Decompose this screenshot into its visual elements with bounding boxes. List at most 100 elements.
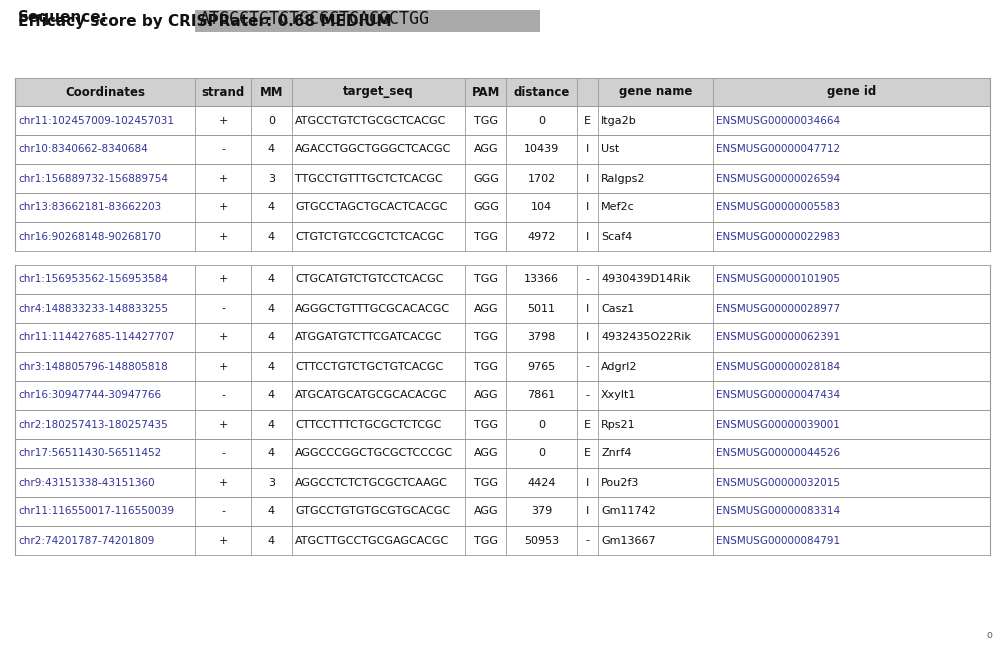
Text: 9765: 9765 [527, 362, 556, 371]
FancyBboxPatch shape [15, 294, 990, 323]
Text: ENSMUSG00000005583: ENSMUSG00000005583 [716, 202, 840, 213]
Text: +: + [218, 231, 228, 242]
Text: TGG: TGG [474, 419, 498, 430]
Text: gene id: gene id [827, 86, 876, 98]
Text: 4: 4 [268, 145, 275, 154]
Text: 3: 3 [268, 174, 275, 183]
Text: ATGCCTGTCTGCGCTCACGCTGG: ATGCCTGTCTGCGCTCACGCTGG [200, 10, 430, 28]
Text: AGG: AGG [474, 507, 498, 516]
Text: 5011: 5011 [527, 303, 555, 314]
Text: strand: strand [202, 86, 245, 98]
Text: +: + [218, 332, 228, 343]
Text: ENSMUSG00000034664: ENSMUSG00000034664 [716, 115, 840, 126]
Text: E: E [584, 115, 591, 126]
Text: GGG: GGG [473, 202, 499, 213]
Text: ENSMUSG00000084791: ENSMUSG00000084791 [716, 535, 840, 546]
Text: 1702: 1702 [527, 174, 556, 183]
Text: Scaf4: Scaf4 [601, 231, 632, 242]
Text: -: - [221, 391, 225, 400]
Text: +: + [218, 362, 228, 371]
Text: ENSMUSG00000101905: ENSMUSG00000101905 [716, 275, 840, 284]
Text: Gm13667: Gm13667 [601, 535, 656, 546]
Text: chr11:102457009-102457031: chr11:102457009-102457031 [18, 115, 174, 126]
Text: Xxylt1: Xxylt1 [601, 391, 636, 400]
Text: gene name: gene name [619, 86, 692, 98]
Text: I: I [586, 507, 589, 516]
Text: AGG: AGG [474, 391, 498, 400]
Text: E: E [584, 448, 591, 459]
FancyBboxPatch shape [15, 526, 990, 555]
Text: AGG: AGG [474, 448, 498, 459]
Text: I: I [586, 145, 589, 154]
Text: o: o [986, 630, 992, 640]
Text: Itga2b: Itga2b [601, 115, 637, 126]
Text: CTGCATGTCTGTCCTCACGC: CTGCATGTCTGTCCTCACGC [295, 275, 443, 284]
Text: TGG: TGG [474, 362, 498, 371]
Text: AGACCTGGCTGGGCTCACGC: AGACCTGGCTGGGCTCACGC [295, 145, 451, 154]
Text: -: - [585, 391, 589, 400]
Text: 13366: 13366 [524, 275, 559, 284]
Text: Gm11742: Gm11742 [601, 507, 656, 516]
FancyBboxPatch shape [15, 323, 990, 352]
Text: ATGGATGTCTTCGATCACGC: ATGGATGTCTTCGATCACGC [295, 332, 442, 343]
Text: +: + [218, 202, 228, 213]
Text: TGG: TGG [474, 332, 498, 343]
Text: AGG: AGG [474, 303, 498, 314]
Text: 4: 4 [268, 391, 275, 400]
Text: CTTCCTGTCTGCTGTCACGC: CTTCCTGTCTGCTGTCACGC [295, 362, 443, 371]
Text: Znrf4: Znrf4 [601, 448, 632, 459]
Text: -: - [221, 448, 225, 459]
Text: 0: 0 [538, 115, 545, 126]
Text: ENSMUSG00000062391: ENSMUSG00000062391 [716, 332, 840, 343]
Text: AGG: AGG [474, 145, 498, 154]
Text: 4972: 4972 [527, 231, 556, 242]
Text: Adgrl2: Adgrl2 [601, 362, 638, 371]
Text: ENSMUSG00000047434: ENSMUSG00000047434 [716, 391, 840, 400]
Text: 50953: 50953 [524, 535, 559, 546]
Text: 4: 4 [268, 507, 275, 516]
Text: TGG: TGG [474, 478, 498, 487]
Text: Sequence:: Sequence: [18, 10, 108, 25]
Text: GGG: GGG [473, 174, 499, 183]
Text: 3798: 3798 [527, 332, 556, 343]
Text: chr17:56511430-56511452: chr17:56511430-56511452 [18, 448, 161, 459]
Text: -: - [221, 507, 225, 516]
Text: 7861: 7861 [527, 391, 556, 400]
Text: ATGCATGCATGCGCACACGC: ATGCATGCATGCGCACACGC [295, 391, 448, 400]
Text: chr16:30947744-30947766: chr16:30947744-30947766 [18, 391, 161, 400]
Text: 3: 3 [268, 478, 275, 487]
Text: 4932435O22Rik: 4932435O22Rik [601, 332, 691, 343]
Text: AGGCCTCTCTGCGCTCAAGC: AGGCCTCTCTGCGCTCAAGC [295, 478, 448, 487]
Text: +: + [218, 535, 228, 546]
Text: 4: 4 [268, 535, 275, 546]
Text: ENSMUSG00000022983: ENSMUSG00000022983 [716, 231, 840, 242]
Text: ENSMUSG00000026594: ENSMUSG00000026594 [716, 174, 840, 183]
Text: TGG: TGG [474, 535, 498, 546]
Text: chr16:90268148-90268170: chr16:90268148-90268170 [18, 231, 161, 242]
Text: TGG: TGG [474, 275, 498, 284]
Text: +: + [218, 115, 228, 126]
Text: 4: 4 [268, 448, 275, 459]
Text: ENSMUSG00000032015: ENSMUSG00000032015 [716, 478, 840, 487]
Text: I: I [586, 202, 589, 213]
FancyBboxPatch shape [15, 381, 990, 410]
Text: ATGCCTGTCTGCGCTCACGC: ATGCCTGTCTGCGCTCACGC [295, 115, 446, 126]
FancyBboxPatch shape [15, 164, 990, 193]
FancyBboxPatch shape [15, 265, 990, 294]
Text: 4: 4 [268, 231, 275, 242]
Text: ENSMUSG00000028184: ENSMUSG00000028184 [716, 362, 840, 371]
Text: -: - [585, 362, 589, 371]
Text: -: - [221, 145, 225, 154]
Text: chr2:74201787-74201809: chr2:74201787-74201809 [18, 535, 154, 546]
FancyBboxPatch shape [15, 193, 990, 222]
Text: GTGCCTGTGTGCGTGCACGC: GTGCCTGTGTGCGTGCACGC [295, 507, 450, 516]
FancyBboxPatch shape [15, 135, 990, 164]
Text: 4: 4 [268, 362, 275, 371]
FancyBboxPatch shape [15, 78, 990, 106]
Text: 0: 0 [268, 115, 275, 126]
Text: 4424: 4424 [527, 478, 556, 487]
Text: Pou2f3: Pou2f3 [601, 478, 639, 487]
Text: 4930439D14Rik: 4930439D14Rik [601, 275, 691, 284]
Text: -: - [585, 535, 589, 546]
FancyBboxPatch shape [15, 410, 990, 439]
